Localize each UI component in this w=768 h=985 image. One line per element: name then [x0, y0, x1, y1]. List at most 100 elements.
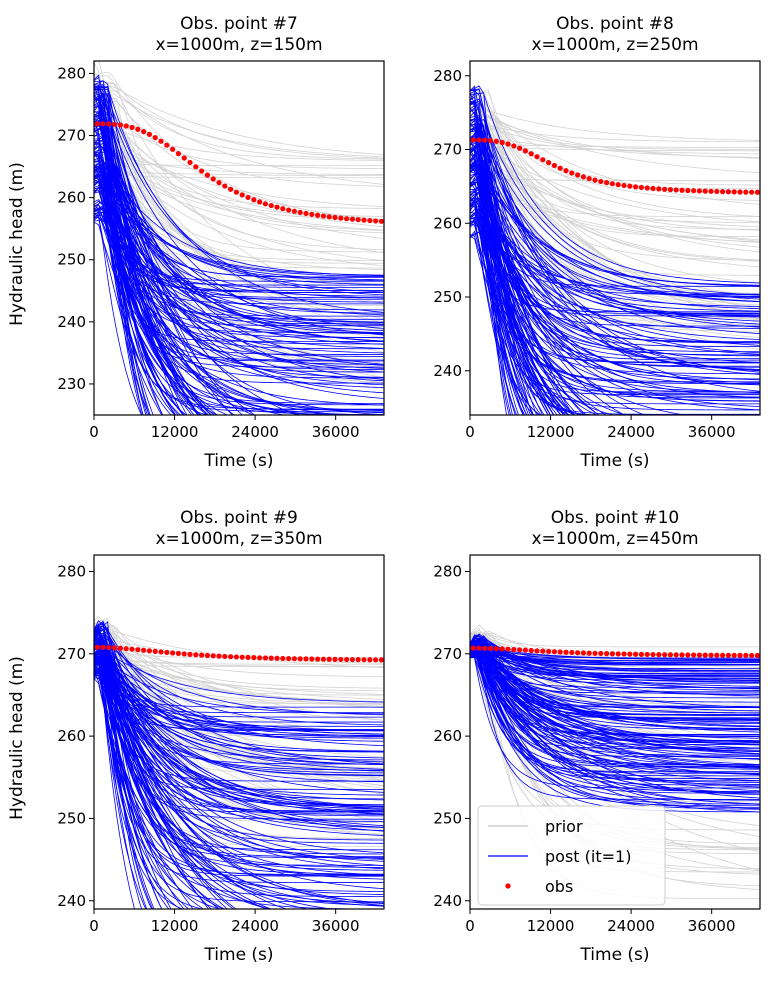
post-line: [470, 142, 760, 402]
obs-point: [754, 652, 760, 659]
obs-point: [332, 656, 338, 662]
post-line: [470, 654, 760, 659]
obs-point: [309, 211, 315, 217]
obs-point: [720, 189, 726, 195]
prior-line: [470, 108, 760, 318]
obs-point: [528, 647, 534, 654]
obs-point: [592, 650, 598, 656]
post-line: [94, 116, 181, 415]
post-line: [94, 628, 384, 831]
post-line: [470, 637, 760, 694]
post-line: [94, 165, 384, 394]
prior-line: [94, 615, 384, 742]
obs-point: [580, 650, 587, 656]
obs-point: [517, 647, 523, 653]
prior-line: [94, 104, 384, 170]
post-line: [94, 641, 384, 763]
obs-point: [575, 172, 581, 178]
obs-point: [349, 656, 356, 663]
post-line: [94, 132, 384, 278]
obs-point: [233, 189, 240, 195]
prior-line: [94, 654, 384, 700]
obs-point: [493, 646, 500, 652]
obs-point: [696, 652, 703, 658]
prior-line: [94, 642, 384, 689]
obs-point: [563, 168, 569, 174]
panel-subtitle-3: x=1000m, z=350m: [155, 529, 322, 549]
obs-point: [621, 182, 627, 189]
prior-line: [470, 109, 760, 159]
post-line: [94, 663, 384, 871]
post-line: [470, 645, 760, 666]
obs-point: [638, 651, 645, 657]
prior-line: [94, 645, 384, 707]
panel-title-4: Obs. point #10: [551, 508, 679, 528]
post-line: [94, 122, 151, 415]
prior-line: [470, 114, 760, 284]
post-line: [470, 85, 760, 284]
post-line: [94, 118, 384, 412]
obs-point: [546, 160, 552, 166]
obs-point: [309, 656, 315, 662]
post-line: [94, 92, 384, 415]
y-tick-label: 270: [433, 141, 462, 159]
post-line: [94, 650, 153, 909]
obs-point: [355, 217, 361, 223]
post-line: [94, 640, 384, 828]
post-line: [470, 158, 552, 415]
obs-point: [615, 651, 621, 657]
post-line: [470, 220, 760, 383]
prior-line: [470, 143, 760, 149]
post-line: [94, 650, 384, 735]
post-line: [470, 100, 760, 373]
post-line: [470, 648, 760, 796]
obs-point: [216, 180, 222, 186]
obs-point: [297, 209, 303, 216]
x-tick-label: 0: [89, 423, 99, 441]
post-line: [470, 128, 760, 342]
post-line: [94, 145, 150, 415]
post-line: [470, 651, 760, 737]
obs-point: [499, 646, 505, 652]
obs-point: [367, 217, 373, 224]
post-line: [470, 115, 760, 298]
prior-line: [94, 91, 384, 187]
obs-point: [656, 652, 662, 658]
post-line: [470, 641, 760, 728]
post-line: [94, 87, 202, 415]
obs-point: [338, 215, 344, 221]
obs-point: [725, 652, 732, 658]
post-line: [94, 655, 384, 817]
obs-point: [575, 650, 581, 656]
prior-line: [94, 643, 384, 781]
post-line: [470, 647, 760, 661]
prior-line: [94, 119, 384, 161]
post-line: [94, 148, 163, 415]
post-line: [94, 137, 144, 415]
obs-point: [320, 213, 327, 219]
post-line: [470, 216, 535, 415]
y-tick-label: 250: [433, 809, 462, 827]
x-tick-label: 12000: [527, 423, 575, 441]
obs-point: [696, 188, 703, 194]
post-line: [470, 92, 760, 415]
post-line: [94, 625, 154, 909]
obs-point: [604, 651, 610, 657]
obs-point: [106, 644, 112, 651]
obs-point: [691, 188, 697, 194]
post-line: [470, 152, 760, 398]
post-line: [94, 652, 148, 909]
x-tick-label: 36000: [312, 423, 360, 441]
obs-point: [100, 644, 106, 650]
obs-point: [181, 651, 187, 657]
prior-line: [94, 145, 384, 234]
post-line: [94, 639, 384, 726]
obs-point: [233, 654, 240, 660]
obs-point: [685, 187, 691, 194]
post-line: [94, 86, 384, 293]
post-line: [94, 678, 225, 909]
post-line: [470, 641, 760, 687]
prior-line: [470, 153, 760, 329]
obs-point: [650, 651, 656, 658]
post-line: [470, 164, 627, 415]
